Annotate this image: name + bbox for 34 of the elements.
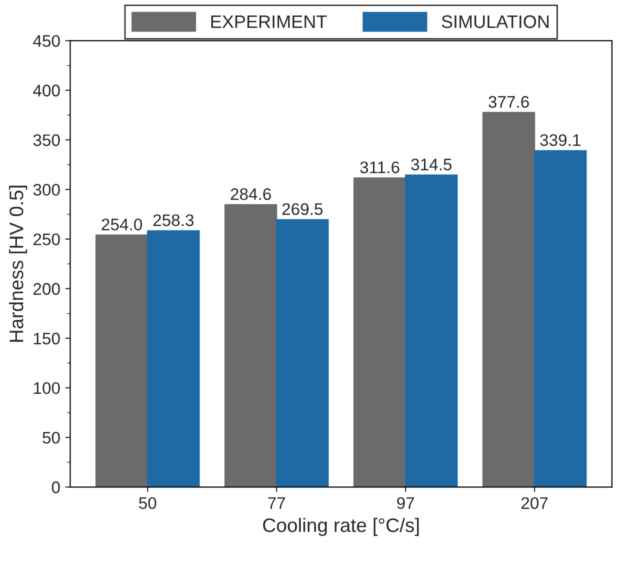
data-label: 258.3 [153, 214, 194, 226]
bar [224, 204, 278, 488]
bar [482, 112, 536, 488]
data-label: 311.6 [360, 161, 400, 174]
y-tick-label: 400 [33, 84, 60, 96]
y-tick-label: 350 [33, 134, 60, 146]
data-label: 269.5 [282, 203, 323, 216]
y-tick-label: 450 [33, 35, 60, 47]
y-tick-label: 0 [52, 481, 60, 494]
legend-label: SIMULATION [442, 15, 549, 28]
x-tick-label: 77 [268, 497, 286, 509]
data-label: 284.6 [230, 188, 271, 200]
y-tick-label: 300 [33, 184, 60, 196]
bar [534, 150, 587, 488]
x-tick-label: 97 [397, 497, 414, 509]
data-label: 314.5 [411, 158, 452, 170]
legend-label: EXPERIMENT [211, 15, 327, 28]
bar [95, 234, 148, 488]
x-tick-label: 50 [139, 497, 156, 509]
data-label: 339.1 [540, 134, 580, 146]
bar [147, 230, 200, 488]
data-label: 254.0 [102, 218, 142, 230]
bar [353, 177, 406, 488]
data-label: 377.6 [488, 96, 529, 108]
y-tick-label: 250 [34, 233, 60, 246]
x-axis-title: Cooling rate [°C/s] [263, 518, 419, 536]
bar [405, 174, 458, 488]
y-tick-label: 200 [34, 283, 60, 295]
y-axis-title: Hardness [HV 0.5] [9, 186, 28, 342]
x-tick-label: 207 [522, 497, 548, 509]
y-tick-label: 100 [34, 382, 60, 394]
y-tick-label: 50 [42, 432, 60, 444]
y-tick-label: 150 [34, 332, 60, 344]
bar [276, 219, 329, 488]
